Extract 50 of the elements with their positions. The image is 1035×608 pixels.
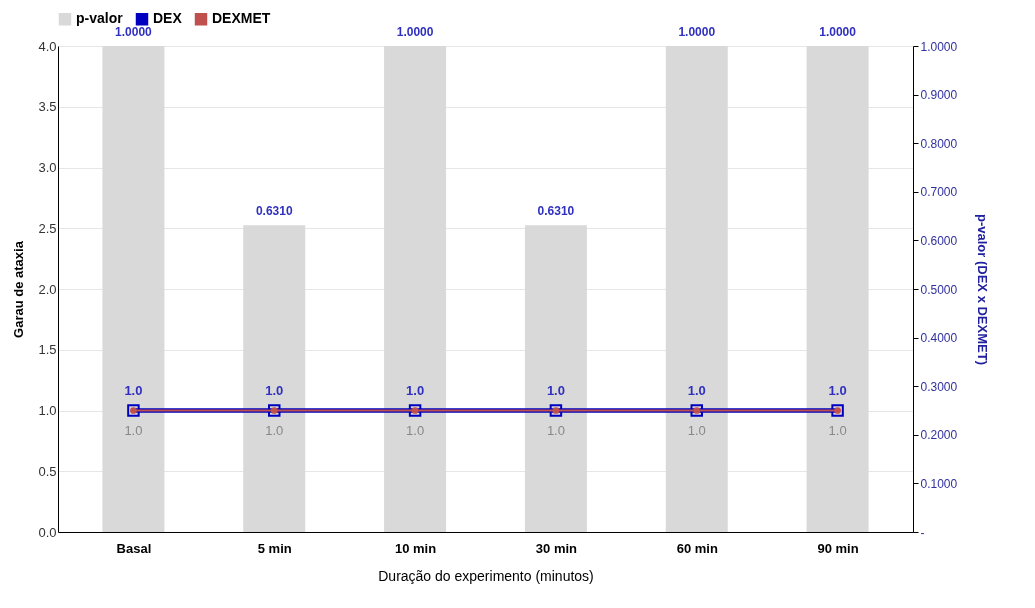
y2-tick-label: 0.9000 — [920, 88, 958, 103]
y2-tick-label: - — [920, 525, 925, 540]
legend-label: p-valor — [76, 10, 124, 27]
y-tick-label: 3.0 — [38, 160, 57, 175]
y-tick-label: 1.0 — [38, 403, 57, 418]
y-tick-label: 0.0 — [38, 524, 57, 540]
data-label: 1.0000 — [678, 25, 716, 39]
data-label: 1.0 — [828, 382, 847, 398]
data-label: 1.0000 — [115, 25, 153, 39]
x-tick-label: 10 min — [394, 540, 437, 556]
legend-label: DEX — [153, 10, 183, 27]
y2-tick-label: 0.4000 — [920, 331, 958, 346]
data-label: 1.0000 — [819, 25, 857, 39]
y-tick-label: 0.5 — [38, 463, 57, 479]
y-tick-label: 4.0 — [38, 38, 57, 54]
x-axis-title: Duração do experimento (minutos) — [378, 567, 594, 584]
data-label: 1.0 — [265, 422, 284, 438]
data-label: 1.0 — [124, 422, 143, 438]
data-label: 1.0 — [687, 422, 706, 438]
y2-tick-label: 0.2000 — [920, 428, 958, 443]
y-tick-label: 2.0 — [38, 281, 57, 297]
y2-tick-label: 0.3000 — [920, 379, 958, 394]
y-tick-label: 3.5 — [38, 99, 57, 115]
y2-tick-label: 1.0000 — [920, 39, 958, 54]
y-axis-title: Garau de ataxia — [11, 240, 27, 338]
data-label: 1.0 — [546, 422, 565, 438]
data-label: 1.0 — [546, 382, 565, 398]
data-label: 1.0 — [124, 382, 143, 398]
y2-tick-label: 0.6000 — [920, 233, 958, 248]
data-label: 1.0000 — [396, 25, 434, 39]
data-label: 0.6310 — [537, 204, 575, 219]
x-tick-label: Basal — [116, 540, 152, 556]
data-label: 1.0 — [265, 382, 284, 398]
x-tick-label: 5 min — [257, 540, 292, 556]
data-label: 1.0 — [828, 422, 847, 438]
data-label: 1.0 — [406, 382, 425, 398]
data-label: 0.6310 — [255, 204, 293, 219]
x-tick-label: 30 min — [535, 540, 578, 556]
y2-axis-title: p-valor (DEX x DEXMET) — [975, 214, 991, 365]
y-tick-label: 1.5 — [38, 342, 57, 358]
y2-tick-label: 0.1000 — [920, 476, 958, 491]
data-label: 1.0 — [406, 422, 425, 438]
data-label: 1.0 — [687, 382, 706, 398]
x-tick-label: 90 min — [817, 540, 859, 556]
y2-tick-label: 0.5000 — [920, 282, 958, 297]
x-tick-label: 60 min — [676, 540, 718, 556]
y2-tick-label: 0.8000 — [920, 136, 958, 151]
legend-label: DEXMET — [212, 10, 271, 27]
y2-tick-label: 0.7000 — [920, 185, 958, 200]
y-tick-label: 2.5 — [38, 220, 57, 236]
